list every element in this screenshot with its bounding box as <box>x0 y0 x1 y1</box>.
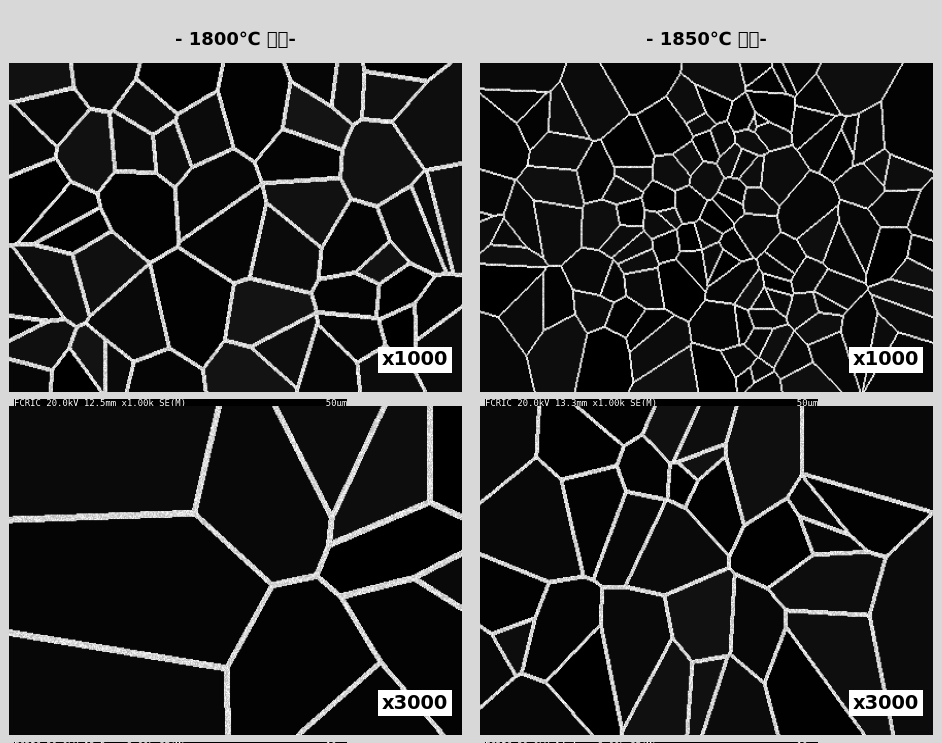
Text: x1000: x1000 <box>853 351 919 369</box>
Text: - 1850℃ 소결-: - 1850℃ 소결- <box>646 30 767 48</box>
Text: x1000: x1000 <box>382 351 448 369</box>
Text: FCRIC 20.0kV 13.3mm x1.00k SE(M)                          50μm: FCRIC 20.0kV 13.3mm x1.00k SE(M) 50μm <box>484 399 818 408</box>
Text: FCRIC 20.0kV 14.4mm x3.00k SE(M)                          10μm: FCRIC 20.0kV 14.4mm x3.00k SE(M) 10μm <box>484 742 818 743</box>
Text: FCRIC 20.0kV 12.5mm x3.00k SE(M)                          10μm: FCRIC 20.0kV 12.5mm x3.00k SE(M) 10μm <box>14 742 348 743</box>
Text: - 1800℃ 소결-: - 1800℃ 소결- <box>175 30 296 48</box>
Text: FCRIC 20.0kV 12.5mm x1.00k SE(M)                          50μm: FCRIC 20.0kV 12.5mm x1.00k SE(M) 50μm <box>14 399 348 408</box>
Text: x3000: x3000 <box>853 693 919 713</box>
Text: x3000: x3000 <box>382 693 448 713</box>
